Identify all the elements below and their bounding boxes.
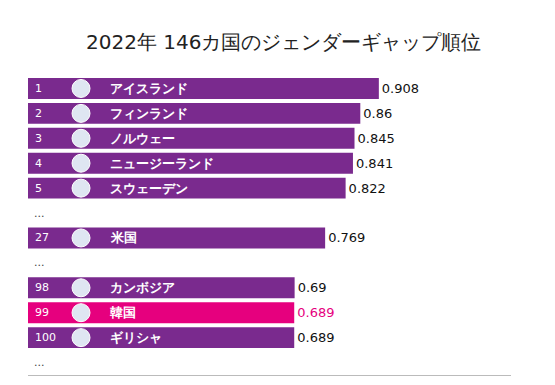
svg-text:カンボジア: カンボジア bbox=[110, 280, 175, 295]
svg-text:...: ... bbox=[34, 356, 45, 369]
svg-text:0.908: 0.908 bbox=[382, 81, 419, 96]
svg-text:1: 1 bbox=[35, 82, 42, 95]
svg-text:0.845: 0.845 bbox=[358, 131, 395, 146]
svg-text:0.86: 0.86 bbox=[363, 106, 392, 121]
svg-text:ノルウェー: ノルウェー bbox=[110, 131, 175, 146]
svg-text:ギリシャ: ギリシャ bbox=[110, 330, 162, 345]
svg-text:フィンランド: フィンランド bbox=[110, 106, 188, 121]
svg-text:...: ... bbox=[34, 256, 45, 269]
svg-text:100: 100 bbox=[35, 331, 56, 344]
svg-text:スウェーデン: スウェーデン bbox=[110, 181, 188, 196]
svg-text:米国: 米国 bbox=[110, 230, 137, 245]
svg-text:5: 5 bbox=[35, 182, 42, 195]
svg-text:98: 98 bbox=[35, 281, 49, 294]
svg-text:3: 3 bbox=[35, 132, 42, 145]
svg-text:0.69: 0.69 bbox=[298, 280, 327, 295]
svg-text:アイスランド: アイスランド bbox=[110, 81, 188, 96]
svg-text:0.689: 0.689 bbox=[297, 330, 334, 345]
svg-text:4: 4 bbox=[35, 157, 42, 170]
svg-text:0.769: 0.769 bbox=[328, 230, 365, 245]
svg-text:0.822: 0.822 bbox=[349, 181, 386, 196]
svg-text:ニュージーランド: ニュージーランド bbox=[110, 156, 214, 171]
svg-text:韓国: 韓国 bbox=[110, 305, 136, 320]
svg-text:2022年 146カ国のジェンダーギャップ順位: 2022年 146カ国のジェンダーギャップ順位 bbox=[86, 30, 481, 54]
svg-text:...: ... bbox=[34, 207, 45, 220]
svg-text:99: 99 bbox=[35, 306, 49, 319]
svg-text:27: 27 bbox=[35, 231, 49, 244]
svg-text:2: 2 bbox=[35, 107, 42, 120]
svg-text:0.841: 0.841 bbox=[356, 156, 393, 171]
svg-text:0.689: 0.689 bbox=[297, 305, 334, 320]
